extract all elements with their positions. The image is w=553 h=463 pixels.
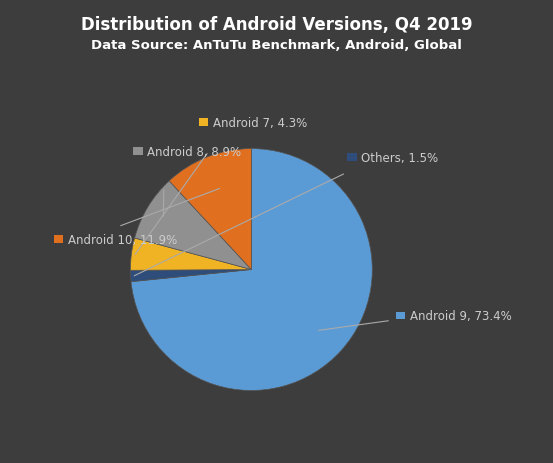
Bar: [199, 119, 208, 127]
Bar: [133, 148, 143, 156]
Bar: [396, 312, 405, 320]
Wedge shape: [131, 149, 372, 391]
Text: Others, 1.5%: Others, 1.5%: [362, 151, 439, 164]
Wedge shape: [131, 270, 252, 282]
Wedge shape: [131, 238, 252, 271]
Text: Android 8, 8.9%: Android 8, 8.9%: [147, 145, 242, 158]
Text: Android 9, 73.4%: Android 9, 73.4%: [410, 309, 512, 322]
Bar: [54, 236, 62, 244]
Wedge shape: [169, 149, 252, 270]
Text: Android 10, 11.9%: Android 10, 11.9%: [67, 233, 177, 246]
Wedge shape: [134, 181, 252, 270]
Text: Android 7, 4.3%: Android 7, 4.3%: [213, 116, 307, 129]
Bar: [347, 154, 357, 162]
Text: Distribution of Android Versions, Q4 2019: Distribution of Android Versions, Q4 201…: [81, 16, 472, 34]
Text: Data Source: AnTuTu Benchmark, Android, Global: Data Source: AnTuTu Benchmark, Android, …: [91, 39, 462, 52]
